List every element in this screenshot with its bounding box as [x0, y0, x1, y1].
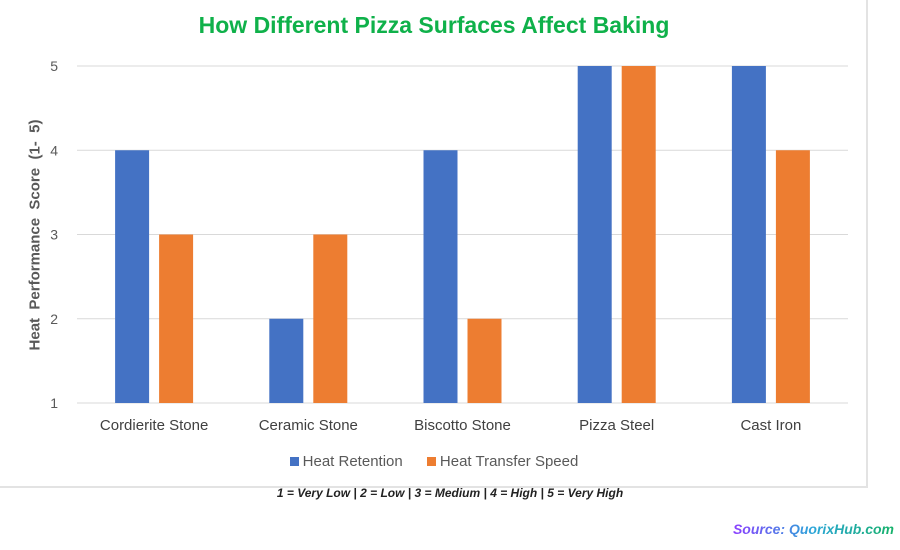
bar-heat-retention [577, 66, 612, 403]
bar-heat-retention [115, 150, 150, 403]
y-tick-label: 5 [50, 58, 58, 74]
x-tick-label: Cordierite Stone [100, 417, 208, 434]
legend-item-heat-retention: Heat Retention [289, 453, 403, 470]
legend-label: Heat Retention [302, 453, 403, 470]
bar-heat-transfer-speed [775, 150, 810, 403]
y-tick-label: 2 [50, 311, 58, 327]
legend-item-heat-transfer-speed: Heat Transfer Speed [426, 453, 579, 470]
legend: Heat Retention Heat Transfer Speed [0, 453, 868, 470]
bar-heat-transfer-speed [621, 66, 656, 403]
x-tick-label: Pizza Steel [579, 417, 654, 434]
bar-heat-transfer-speed [467, 318, 502, 403]
chart-title: How Different Pizza Surfaces Affect Baki… [198, 12, 670, 38]
legend-label: Heat Transfer Speed [439, 453, 579, 470]
y-tick-label: 4 [50, 142, 58, 158]
bar-heat-retention [731, 66, 766, 403]
x-tick-label: Cast Iron [740, 417, 801, 434]
x-tick-label: Biscotto Stone [414, 417, 511, 434]
bar-heat-retention [423, 150, 458, 403]
chart-frame [0, 0, 868, 488]
bar-heat-retention [269, 318, 304, 403]
legend-swatch [289, 457, 299, 466]
source-credit: Source: QuorixHub.com [732, 521, 894, 537]
x-tick-label: Ceramic Stone [259, 417, 358, 434]
scale-note: 1 = Very Low | 2 = Low | 3 = Medium | 4 … [276, 486, 624, 500]
bar-heat-transfer-speed [313, 234, 348, 403]
bar-heat-transfer-speed [159, 234, 194, 403]
y-tick-label: 1 [50, 395, 58, 411]
legend-swatch [426, 457, 436, 466]
y-tick-label: 3 [50, 227, 58, 243]
